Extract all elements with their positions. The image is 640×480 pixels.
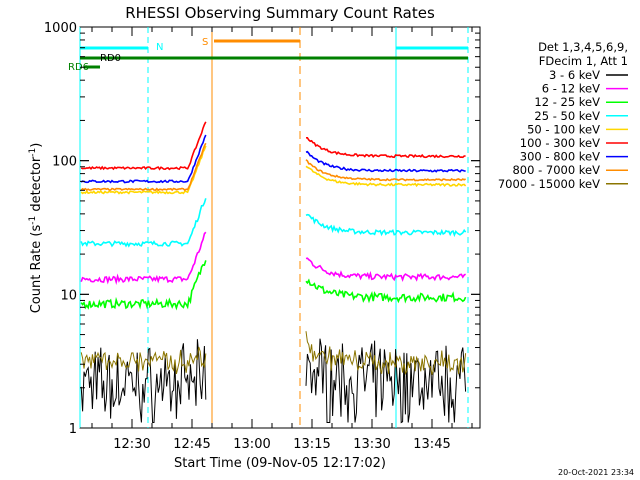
rd0-label: RD0 [100,53,121,64]
y-tick-label: 1000 [44,21,77,36]
legend-entry-label: 3 - 6 keV [549,68,600,82]
series-line [80,198,207,248]
y-axis: 1 10 100 1000 [44,21,480,437]
y-axis-label: Count Rate (s-1 detector-1) [28,143,44,314]
series-line [305,213,467,238]
y-axis-label-base: Count Rate (s [29,225,44,314]
y-tick-label: 1 [69,422,77,437]
series-line [80,260,207,311]
y-axis-label-end: ) [29,143,44,148]
x-axis-label: Start Time (09-Nov-05 12:17:02) [174,456,386,471]
legend-entry-label: 6 - 12 keV [542,82,600,96]
series-line [80,231,207,286]
y-axis-label-sup2: -1 [28,148,38,157]
series-line [80,142,207,192]
series-line [80,339,207,423]
legend-header-line-2: FDecim 1, Att 1 [539,54,628,68]
series-line [305,150,466,173]
series-line [305,165,467,188]
x-tick-label: 13:15 [293,437,330,452]
plot-area: N S RD0 RD6 [68,26,481,429]
x-axis: 12:30 12:45 13:00 13:15 13:30 13:45 [91,27,473,452]
y-axis-label-mid: detector [29,156,44,216]
y-tick-label: 100 [52,155,77,170]
legend-entry-label: 300 - 800 keV [520,150,600,164]
x-tick-label: 13:45 [413,437,450,452]
legend-entry-label: 800 - 7000 keV [512,163,600,177]
legend-entry-label: 50 - 100 keV [527,122,600,136]
series-line [305,278,467,304]
series-line [80,134,207,184]
saa-label: S [202,37,208,48]
legend-header-line-1: Det 1,3,4,5,6,9, [538,40,628,54]
chart-title: RHESSI Observing Summary Count Rates [125,4,435,22]
series-line [306,137,466,159]
legend-entry-label: 12 - 25 keV [534,95,600,109]
legend: Det 1,3,4,5,6,9, FDecim 1, Att 1 3 - 6 k… [498,40,628,191]
y-axis-label-sup1: -1 [28,216,38,225]
series-line [80,145,207,195]
series-line [305,331,467,376]
series-line [80,346,207,375]
legend-entry-label: 7000 - 15000 keV [498,177,600,191]
x-tick-label: 13:00 [233,437,270,452]
x-tick-label: 12:45 [173,437,210,452]
x-tick-label: 12:30 [113,437,150,452]
series-line [305,338,467,424]
night-label: N [156,42,163,53]
legend-entry-label: 25 - 50 keV [534,109,600,123]
series-line [80,121,207,171]
timestamp: 20-Oct-2021 23:34 [558,468,634,477]
legend-entry-label: 100 - 300 keV [520,136,600,150]
series-line [305,257,466,282]
rd6-label: RD6 [68,62,89,73]
x-tick-label: 13:30 [353,437,390,452]
series-line [305,159,466,182]
y-tick-label: 10 [60,288,77,303]
